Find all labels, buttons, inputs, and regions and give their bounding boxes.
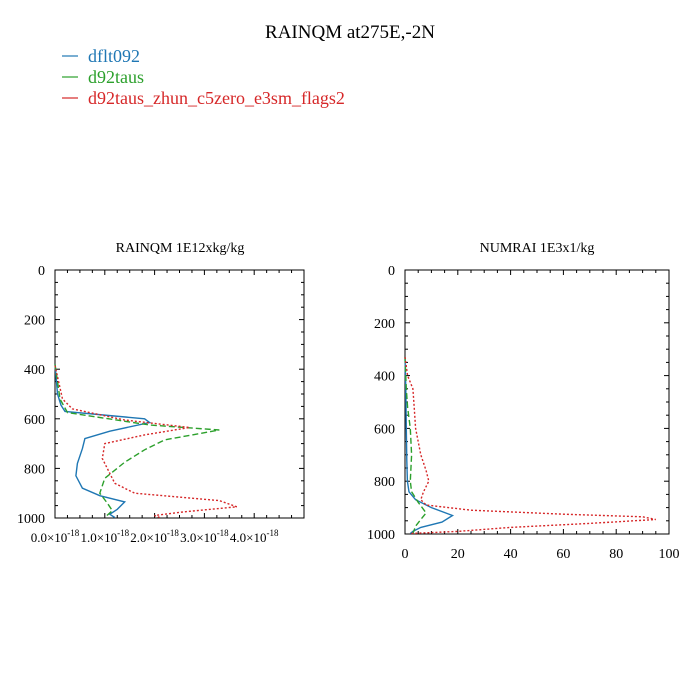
y-tick-label: 400 [374, 370, 395, 385]
plot-frame [404, 269, 670, 535]
series-line-dflt092 [404, 357, 455, 535]
y-tick-label: 0 [388, 264, 395, 279]
x-tick-label: 2.0×10-18 [130, 528, 179, 545]
x-tick-label: 4.0×10-18 [230, 528, 279, 545]
axis-ticks [54, 269, 304, 519]
panel-numrai: NUMRAI 1E3x1/kg 0 200 400 600 800 1000 0 20 40 6… [367, 241, 680, 562]
series-line-d92taus_zhun_c5zero_e3sm_flags2 [404, 357, 656, 535]
y-tick-label: 800 [24, 462, 45, 477]
series-line-d92taus [54, 364, 220, 519]
legend-label: dflt092 [88, 46, 140, 66]
y-tick-label: 600 [374, 422, 395, 437]
legend-item: d92taus_zhun_c5zero_e3sm_flags2 [62, 88, 345, 108]
y-tick-label: 200 [374, 317, 395, 332]
y-tick-label: 0 [38, 264, 45, 279]
panel-rainqm: RAINQM 1E12xkg/kg 0 200 400 600 800 1000 0.0×… [17, 241, 305, 545]
y-tick-label: 200 [24, 314, 45, 329]
legend: dflt092 d92taus d92taus_zhun_c5zero_e3sm… [62, 46, 345, 108]
x-axis-labels: 0 20 40 60 80 100 [402, 547, 680, 562]
y-tick-label: 400 [24, 363, 45, 378]
x-tick-label: 40 [504, 547, 518, 562]
y-tick-label: 1000 [17, 512, 45, 527]
x-tick-label: 3.0×10-18 [180, 528, 229, 545]
y-tick-label: 1000 [367, 528, 395, 543]
figure-title: RAINQM at275E,-2N [265, 22, 435, 43]
axis-ticks [404, 269, 670, 535]
y-tick-label: 600 [24, 413, 45, 428]
panel-title: RAINQM 1E12xkg/kg [116, 241, 245, 256]
x-tick-label: 20 [451, 547, 465, 562]
x-tick-label: 1.0×10-18 [81, 528, 130, 545]
x-tick-label: 0 [402, 547, 409, 562]
x-tick-label: 80 [609, 547, 623, 562]
series-group [404, 357, 656, 535]
panel-title: NUMRAI 1E3x1/kg [480, 241, 595, 256]
legend-label: d92taus [88, 67, 144, 87]
legend-item: dflt092 [62, 46, 140, 66]
series-line-d92taus [404, 357, 427, 534]
legend-label: d92taus_zhun_c5zero_e3sm_flags2 [88, 88, 345, 108]
series-group [54, 364, 238, 519]
x-tick-label: 60 [556, 547, 570, 562]
y-tick-label: 800 [374, 475, 395, 490]
x-tick-label: 0.0×10-18 [31, 528, 80, 545]
legend-item: d92taus [62, 67, 144, 87]
x-tick-label: 100 [659, 547, 680, 562]
x-axis-labels: 0.0×10-18 1.0×10-18 2.0×10-18 3.0×10-18 4.0×… [31, 528, 279, 545]
series-line-dflt092 [54, 364, 152, 519]
plot-frame [54, 269, 305, 519]
y-axis-labels: 0 200 400 600 800 1000 [367, 264, 395, 543]
series-line-d92taus_zhun_c5zero_e3sm_flags2 [54, 365, 238, 519]
y-axis-labels: 0 200 400 600 800 1000 [17, 264, 45, 527]
